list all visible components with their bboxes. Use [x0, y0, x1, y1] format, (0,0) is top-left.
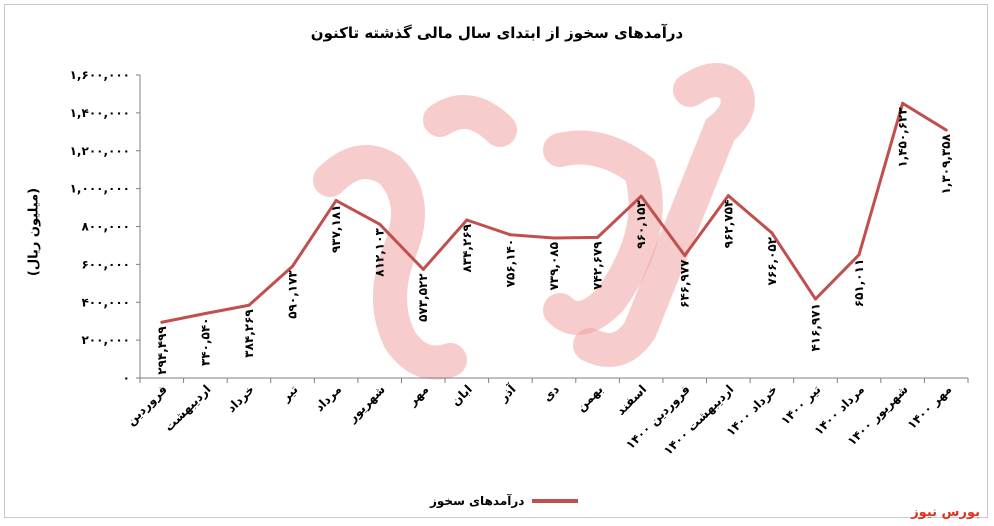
data-label: ۱,۳۰۹,۳۵۸	[939, 133, 953, 194]
data-point	[378, 222, 382, 226]
x-tick-label: بهمن	[574, 382, 606, 414]
data-point	[421, 267, 425, 271]
x-tick-label: آذر	[495, 381, 519, 405]
watermark-logo	[313, 63, 755, 380]
data-point	[770, 231, 774, 235]
data-label: ۷۴۲,۶۷۹	[591, 241, 605, 290]
data-label: ۹۶۲,۷۵۴	[721, 200, 735, 249]
data-label: ۵۷۳,۵۲۲	[416, 273, 430, 322]
chart-axes: ۰ ۲۰۰,۰۰۰ ۴۰۰,۰۰۰ ۶۰۰,۰۰۰ ۸۰۰,۰۰۰ ۱,۰۰۰,۰۰۰ ۱,…	[70, 68, 969, 458]
data-point	[552, 236, 556, 240]
chart-frame	[4, 4, 988, 518]
legend-swatch	[532, 499, 579, 503]
x-tick-label: مهر ۱۴۰۰	[905, 382, 955, 432]
data-label: ۸۳۴,۲۶۹	[460, 223, 474, 272]
x-tick-label: اردیبهشت	[162, 382, 214, 434]
y-tick-label: ۴۰۰,۰۰۰	[81, 295, 130, 309]
data-label: ۷۶۶,۰۵۲	[765, 236, 779, 285]
y-tick-label: ۱,۴۰۰,۰۰۰	[70, 106, 130, 120]
data-point	[334, 199, 338, 203]
watermark-stroke	[423, 95, 517, 147]
y-tick-label: ۱,۶۰۰,۰۰۰	[70, 68, 130, 82]
data-label: ۹۶۰,۱۵۳	[634, 200, 648, 249]
data-label: ۶۵۱,۰۱۱	[852, 259, 866, 308]
x-tick-label: ابان	[449, 382, 475, 408]
y-tick-label: ۰	[123, 371, 130, 385]
series-group	[160, 101, 948, 324]
data-label: ۷۵۶,۱۴۰	[503, 239, 517, 288]
y-tick-label: ۸۰۰,۰۰۰	[81, 220, 130, 234]
x-tick-label: اسفند	[614, 382, 650, 418]
data-label: ۶۴۶,۹۷۷	[678, 259, 692, 308]
data-point	[857, 253, 861, 257]
legend-label: درآمدهای سخوز	[430, 494, 525, 508]
data-point	[901, 101, 905, 105]
data-point	[508, 233, 512, 237]
data-point	[944, 128, 948, 132]
data-point	[596, 235, 600, 239]
y-tick-label: ۶۰۰,۰۰۰	[81, 257, 130, 271]
x-tick-label: تیر ۱۴۰۰	[778, 382, 823, 427]
watermark-stroke	[573, 63, 755, 367]
data-label: ۷۳۹,۰۸۵	[547, 242, 561, 291]
x-tick-label: مرداد	[312, 382, 344, 414]
data-label: ۲۹۴,۴۹۹	[155, 326, 169, 375]
watermark-stroke	[543, 130, 663, 335]
data-point	[465, 218, 469, 222]
data-point	[291, 264, 295, 268]
x-tick-label: تیر	[278, 382, 301, 405]
x-tick-label: دی	[540, 382, 562, 404]
data-label: ۴۱۶,۹۷۱	[808, 303, 822, 352]
data-point	[813, 297, 817, 301]
data-point	[203, 312, 207, 316]
data-label: ۵۹۰,۱۷۳	[286, 270, 300, 319]
x-tick-label: مهر	[405, 382, 432, 409]
x-tick-label: خرداد	[224, 382, 257, 415]
chart-title: درآمدهای سخوز از ابتدای سال مالی گذشته ت…	[310, 24, 684, 42]
data-label: ۸۱۲,۱۰۳	[373, 228, 387, 277]
data-point	[160, 320, 164, 324]
data-label: ۹۳۷,۱۸۱	[329, 205, 343, 254]
data-label: ۳۸۴,۲۶۹	[242, 309, 256, 358]
data-label: ۳۴۰,۵۴۰	[198, 318, 212, 367]
legend: درآمدهای سخوز	[430, 494, 579, 508]
data-label: ۱,۴۵۰,۶۲۳	[896, 107, 910, 168]
x-tick-label: شهریور	[345, 382, 389, 426]
y-tick-label: ۱,۲۰۰,۰۰۰	[70, 144, 130, 158]
data-point	[683, 253, 687, 257]
data-labels: ۲۹۴,۴۹۹ ۳۴۰,۵۴۰ ۳۸۴,۲۶۹ ۵۹۰,۱۷۳ ۹۳۷,۱۸۱ ۸۱۲,۱…	[155, 107, 953, 375]
data-point	[247, 303, 251, 307]
y-tick-label: ۲۰۰,۰۰۰	[81, 333, 130, 347]
y-tick-label: ۱,۰۰۰,۰۰۰	[70, 182, 130, 196]
watermark-text: بورس نیوز	[911, 505, 980, 520]
data-point	[726, 194, 730, 198]
data-point	[639, 194, 643, 198]
watermark-stroke	[313, 145, 467, 380]
